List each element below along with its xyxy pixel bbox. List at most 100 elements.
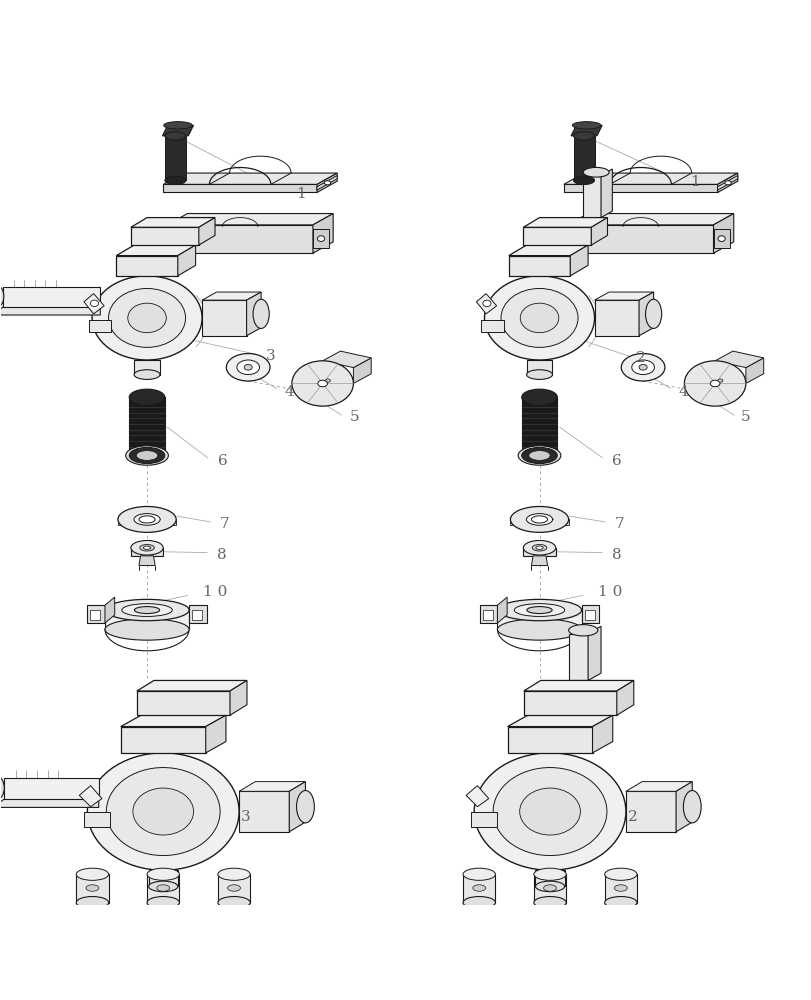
Polygon shape bbox=[563, 173, 737, 184]
Ellipse shape bbox=[528, 451, 550, 460]
Polygon shape bbox=[717, 173, 737, 192]
Polygon shape bbox=[105, 610, 189, 629]
Polygon shape bbox=[563, 184, 717, 192]
Ellipse shape bbox=[147, 868, 179, 880]
Ellipse shape bbox=[0, 286, 4, 307]
Polygon shape bbox=[289, 782, 305, 832]
Ellipse shape bbox=[165, 176, 186, 185]
Polygon shape bbox=[507, 715, 612, 727]
Ellipse shape bbox=[638, 364, 646, 370]
Polygon shape bbox=[116, 256, 178, 276]
Ellipse shape bbox=[462, 897, 495, 909]
Polygon shape bbox=[134, 360, 160, 375]
Polygon shape bbox=[312, 229, 328, 248]
Polygon shape bbox=[625, 782, 692, 791]
Polygon shape bbox=[530, 556, 547, 566]
Polygon shape bbox=[507, 727, 592, 753]
Text: 4: 4 bbox=[678, 385, 688, 399]
Text: 5: 5 bbox=[350, 410, 359, 424]
Polygon shape bbox=[148, 870, 178, 886]
Polygon shape bbox=[167, 214, 333, 225]
Polygon shape bbox=[0, 307, 100, 315]
Polygon shape bbox=[625, 791, 676, 832]
Ellipse shape bbox=[0, 777, 4, 799]
Ellipse shape bbox=[227, 885, 240, 891]
Polygon shape bbox=[205, 715, 225, 753]
Polygon shape bbox=[121, 715, 225, 727]
Ellipse shape bbox=[253, 299, 269, 328]
Polygon shape bbox=[573, 136, 594, 180]
Ellipse shape bbox=[604, 897, 637, 909]
Polygon shape bbox=[592, 715, 612, 753]
Text: 4: 4 bbox=[284, 385, 294, 399]
Polygon shape bbox=[202, 292, 261, 300]
Ellipse shape bbox=[118, 506, 176, 532]
Polygon shape bbox=[570, 125, 602, 136]
Polygon shape bbox=[84, 812, 110, 827]
Ellipse shape bbox=[226, 354, 270, 381]
Polygon shape bbox=[479, 605, 497, 623]
Ellipse shape bbox=[291, 361, 353, 406]
Polygon shape bbox=[230, 680, 247, 715]
Ellipse shape bbox=[135, 607, 160, 614]
Polygon shape bbox=[353, 358, 371, 383]
Polygon shape bbox=[587, 626, 600, 680]
Polygon shape bbox=[745, 358, 762, 383]
Ellipse shape bbox=[105, 619, 189, 640]
Text: 7: 7 bbox=[614, 517, 624, 531]
Ellipse shape bbox=[92, 276, 202, 360]
Text: 2: 2 bbox=[635, 351, 645, 365]
Polygon shape bbox=[551, 229, 567, 248]
Polygon shape bbox=[470, 812, 496, 827]
Polygon shape bbox=[508, 245, 587, 256]
Polygon shape bbox=[90, 610, 100, 620]
Polygon shape bbox=[466, 786, 488, 807]
Polygon shape bbox=[523, 218, 607, 227]
Ellipse shape bbox=[573, 176, 594, 185]
Ellipse shape bbox=[568, 625, 597, 636]
Ellipse shape bbox=[492, 768, 606, 856]
Ellipse shape bbox=[157, 885, 169, 891]
Ellipse shape bbox=[86, 885, 99, 891]
Text: 2: 2 bbox=[627, 810, 637, 824]
Ellipse shape bbox=[165, 132, 186, 140]
Ellipse shape bbox=[521, 447, 556, 464]
Ellipse shape bbox=[645, 299, 661, 328]
Ellipse shape bbox=[521, 389, 556, 405]
Text: 8: 8 bbox=[217, 548, 226, 562]
Ellipse shape bbox=[134, 370, 160, 379]
Ellipse shape bbox=[483, 300, 491, 307]
Ellipse shape bbox=[88, 753, 238, 870]
Polygon shape bbox=[584, 610, 594, 620]
Polygon shape bbox=[713, 214, 733, 253]
Polygon shape bbox=[147, 874, 179, 903]
Ellipse shape bbox=[76, 897, 109, 909]
Polygon shape bbox=[510, 519, 568, 525]
Text: 5: 5 bbox=[740, 410, 749, 424]
Text: 8: 8 bbox=[611, 548, 620, 562]
Polygon shape bbox=[462, 874, 495, 903]
Ellipse shape bbox=[500, 288, 577, 347]
Ellipse shape bbox=[533, 868, 565, 880]
Polygon shape bbox=[316, 176, 337, 190]
Polygon shape bbox=[137, 680, 247, 691]
Ellipse shape bbox=[237, 360, 260, 375]
Polygon shape bbox=[316, 173, 337, 192]
Ellipse shape bbox=[129, 389, 165, 405]
Polygon shape bbox=[581, 605, 599, 623]
Polygon shape bbox=[105, 597, 114, 623]
Ellipse shape bbox=[136, 451, 157, 460]
Polygon shape bbox=[163, 184, 316, 192]
Text: 6: 6 bbox=[611, 454, 620, 468]
Polygon shape bbox=[483, 610, 492, 620]
Ellipse shape bbox=[484, 276, 594, 360]
Ellipse shape bbox=[129, 447, 165, 464]
Polygon shape bbox=[481, 320, 504, 332]
Ellipse shape bbox=[520, 303, 558, 333]
Ellipse shape bbox=[497, 619, 581, 640]
Polygon shape bbox=[523, 227, 590, 245]
Ellipse shape bbox=[90, 300, 98, 307]
Ellipse shape bbox=[217, 868, 250, 880]
Ellipse shape bbox=[710, 380, 719, 387]
Ellipse shape bbox=[325, 379, 330, 382]
